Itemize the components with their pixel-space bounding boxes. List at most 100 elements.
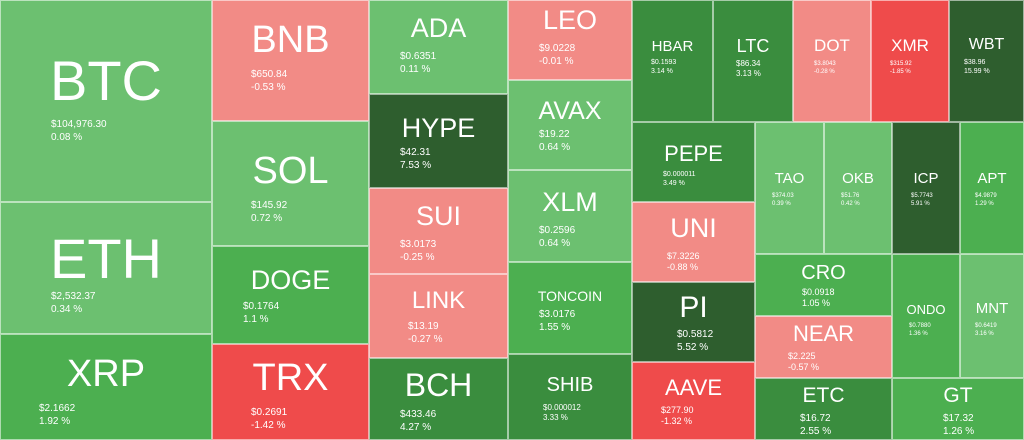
tile-ada[interactable]: ADA $0.6351 0.11 % [369,0,508,94]
tile-change: -0.57 % [788,362,820,373]
tile-change: 15.99 % [964,67,990,75]
tile-price: $51.76 [841,193,860,199]
tile-symbol: HYPE [401,113,476,143]
tile-pepe[interactable]: PEPE $0.000011 3.49 % [632,122,755,202]
tile-symbol: DOT [814,36,850,55]
tile-btc[interactable]: BTC $104,976.30 0.08 % [0,0,212,202]
tile-price: $0.0918 [802,287,835,297]
tile-symbol: NEAR [792,321,855,346]
tile-uni[interactable]: UNI $7.3226 -0.88 % [632,202,755,282]
tile-price: $0.5812 [677,329,714,340]
tile-bnb[interactable]: BNB $650.84 -0.53 % [212,0,369,121]
tile-tao[interactable]: TAO $374.03 0.39 % [755,122,824,254]
tile-doge[interactable]: DOGE $0.1764 1.1 % [212,246,369,344]
tile-shib[interactable]: SHIB $0.000012 3.33 % [508,354,632,440]
tile-price: $4.9879 [975,193,997,199]
tile-etc[interactable]: ETC $16.72 2.55 % [755,378,892,440]
tile-price: $650.84 [251,69,288,80]
tile-okb[interactable]: OKB $51.76 0.42 % [824,122,892,254]
tile-symbol: GT [943,384,973,407]
tile-mnt[interactable]: MNT $0.6419 3.16 % [960,254,1024,378]
tile-price: $0.2596 [539,225,576,236]
tile-xlm[interactable]: XLM $0.2596 0.64 % [508,170,632,262]
tile-info: $7.3226 -0.88 % [667,251,700,274]
tile-wbt[interactable]: WBT $38.96 15.99 % [949,0,1024,122]
tile-near[interactable]: NEAR $2.225 -0.57 % [755,316,892,378]
tile-change: -0.53 % [251,81,286,93]
tile-info: $0.6419 3.16 % [975,323,997,338]
tile-info: $4.9879 1.29 % [975,193,997,208]
tile-dot[interactable]: DOT $3.8043 -0.28 % [793,0,871,122]
tile-symbol: AVAX [538,97,602,125]
tile-aave[interactable]: AAVE $277.90 -1.32 % [632,362,755,440]
tile-pi[interactable]: PI $0.5812 5.52 % [632,282,755,362]
tile-gt[interactable]: GT $17.32 1.26 % [892,378,1024,440]
tile-eth[interactable]: ETH $2,532.37 0.34 % [0,202,212,334]
tile-xrp[interactable]: XRP $2.1662 1.92 % [0,334,212,440]
tile-cro[interactable]: CRO $0.0918 1.05 % [755,254,892,316]
tile-price: $13.19 [408,321,439,332]
tile-info: $42.31 7.53 % [400,147,431,172]
tile-symbol: ONDO [906,302,946,317]
tile-change: -1.85 % [890,68,911,75]
tile-info: $650.84 -0.53 % [251,69,287,94]
tile-symbol: HBAR [651,38,694,55]
tile-info: $3.0176 1.55 % [539,309,575,334]
tile-symbol: XLM [542,187,598,217]
tile-hype[interactable]: HYPE $42.31 7.53 % [369,94,508,188]
tile-change: 0.39 % [772,200,791,207]
tile-change: -1.32 % [661,416,693,427]
tile-price: $19.22 [539,129,570,140]
tile-price: $145.92 [251,200,288,211]
tile-symbol: WBT [968,36,1005,53]
tile-symbol: UNI [670,213,717,243]
tile-symbol: SHIB [546,374,594,396]
tile-symbol: TAO [774,170,805,187]
tile-symbol: MNT [975,300,1009,317]
tile-symbol: AAVE [664,375,723,400]
tile-change: -0.27 % [408,333,443,345]
tile-symbol: LEO [542,5,598,35]
tile-info: $9.0228 -0.01 % [539,43,575,68]
tile-change: 0.34 % [51,303,83,315]
tile-icp[interactable]: ICP $5.7743 5.91 % [892,122,960,254]
tile-price: $3.8043 [814,61,836,67]
tile-price: $0.6419 [975,323,997,329]
tile-bch[interactable]: BCH $433.46 4.27 % [369,358,508,440]
tile-change: 0.11 % [400,63,431,75]
tile-change: 5.91 % [911,200,930,207]
tile-symbol: APT [977,170,1007,187]
tile-xmr[interactable]: XMR $315.92 -1.85 % [871,0,949,122]
tile-symbol: LTC [736,36,770,56]
tile-change: 1.55 % [539,321,571,333]
tile-ltc[interactable]: LTC $86.34 3.13 % [713,0,793,122]
tile-symbol: TRX [252,357,329,399]
tile-price: $2,532.37 [51,291,96,302]
tile-symbol: XRP [66,353,146,395]
tile-symbol: ETC [802,384,845,407]
tile-hbar[interactable]: HBAR $0.1593 3.14 % [632,0,713,122]
tile-change: 1.29 % [975,200,994,207]
tile-toncoin[interactable]: TONCOIN $3.0176 1.55 % [508,262,632,354]
tile-link[interactable]: LINK $13.19 -0.27 % [369,274,508,358]
tile-price: $0.7880 [909,323,931,329]
tile-symbol: BCH [404,367,473,403]
tile-info: $38.96 15.99 % [964,59,990,77]
tile-change: 3.13 % [736,69,761,78]
tile-avax[interactable]: AVAX $19.22 0.64 % [508,80,632,170]
tile-price: $374.03 [772,193,794,199]
tile-change: 7.53 % [400,159,432,171]
tile-change: -0.01 % [539,55,574,67]
tile-symbol: BTC [50,49,162,112]
tile-apt[interactable]: APT $4.9879 1.29 % [960,122,1024,254]
tile-price: $104,976.30 [51,119,107,130]
tile-sol[interactable]: SOL $145.92 0.72 % [212,121,369,246]
tile-price: $3.0173 [400,239,437,250]
tile-sui[interactable]: SUI $3.0173 -0.25 % [369,188,508,274]
tile-change: 1.26 % [943,425,975,437]
tile-ondo[interactable]: ONDO $0.7880 1.36 % [892,254,960,378]
tile-trx[interactable]: TRX $0.2691 -1.42 % [212,344,369,440]
tile-change: 1.1 % [243,313,269,325]
tile-leo[interactable]: LEO $9.0228 -0.01 % [508,0,632,80]
